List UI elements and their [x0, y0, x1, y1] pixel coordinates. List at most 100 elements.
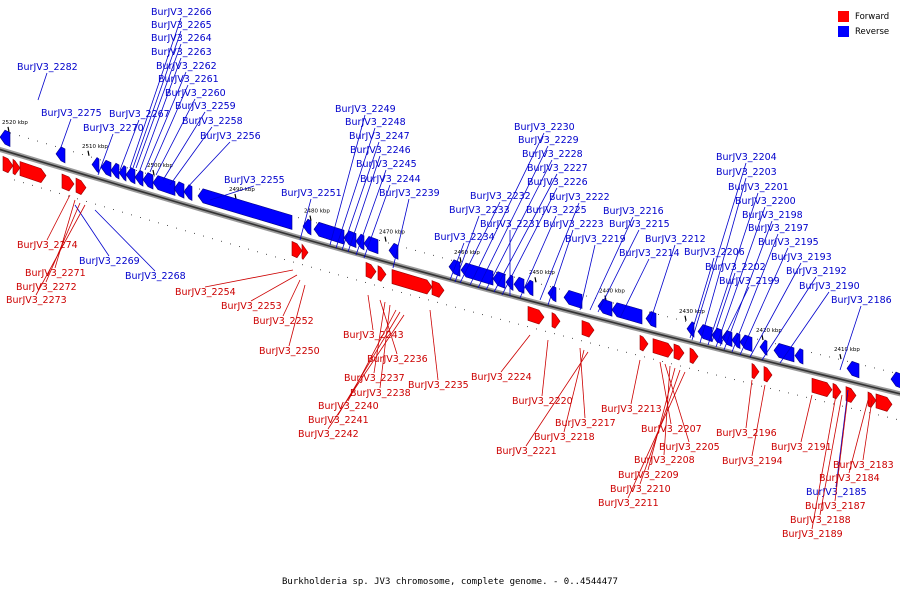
scale-dot — [131, 214, 132, 216]
scale-dot — [563, 335, 564, 337]
forward-gene-label: BurJV3_2242 — [298, 429, 359, 440]
forward-gene-block — [301, 243, 309, 260]
reverse-gene-label-leader — [169, 126, 213, 186]
scale-dot — [482, 314, 483, 316]
forward-gene-label: BurJV3_2189 — [782, 529, 843, 540]
forward-gene-label-leader — [250, 274, 298, 302]
reverse-gene-label-leader — [162, 111, 206, 181]
forward-gene-block — [832, 382, 842, 400]
forward-gene-label: BurJV3_2273 — [6, 295, 67, 306]
tick-label: 2470 kbp — [379, 230, 405, 236]
scale-dot — [158, 222, 159, 224]
reverse-gene-label-leader — [761, 276, 817, 361]
reverse-gene-label-leader — [329, 114, 366, 246]
reverse-gene-block — [794, 348, 804, 365]
forward-gene-block — [2, 155, 14, 174]
reverse-gene-label: BurJV3_2234 — [434, 232, 495, 243]
forward-gene-label-leader — [373, 301, 386, 374]
forward-gene-label-leader — [288, 284, 306, 347]
legend-forward-label: Forward — [855, 11, 890, 22]
scale-dot — [820, 354, 821, 356]
scale-dot — [500, 318, 501, 320]
scale-dot — [419, 296, 420, 298]
scale-dot — [311, 266, 312, 268]
reverse-gene-label-leader — [119, 119, 140, 171]
tick-mark — [384, 236, 387, 242]
forward-gene-label-leader — [525, 351, 589, 447]
forward-gene-label-leader — [647, 367, 676, 471]
scale-dot — [824, 401, 825, 403]
scale-dot — [896, 418, 897, 420]
scale-dot — [320, 269, 321, 271]
reverse-gene-label-leader — [184, 141, 231, 191]
scale-dot — [28, 137, 29, 139]
reverse-gene-label: BurJV3_2249 — [335, 104, 396, 115]
forward-gene-label-leader — [579, 347, 586, 419]
scale-dot — [865, 365, 866, 367]
reverse-gene-label: BurJV3_2255 — [224, 175, 285, 186]
forward-gene-block — [527, 305, 545, 325]
scale-dot — [599, 344, 600, 346]
scale-dot — [32, 184, 33, 186]
reverse-gene-label: BurJV3_2264 — [151, 33, 212, 44]
scale-dot — [707, 372, 708, 374]
forward-gene-label: BurJV3_2207 — [641, 424, 702, 435]
scale-dot — [554, 333, 555, 335]
scale-dot — [46, 143, 47, 145]
scale-dot — [113, 209, 114, 211]
scale-dot — [851, 407, 852, 409]
scale-dot — [887, 416, 888, 418]
reverse-gene-label: BurJV3_2204 — [716, 152, 777, 163]
scale-dot — [779, 390, 780, 392]
reverse-gene-label: BurJV3_2192 — [786, 266, 847, 277]
reverse-gene-label: BurJV3_2265 — [151, 20, 212, 31]
scale-dot — [626, 351, 627, 353]
forward-gene-label-leader — [751, 384, 766, 457]
reverse-gene-label: BurJV3_2203 — [716, 167, 777, 178]
scale-dot — [757, 338, 758, 340]
reverse-gene-label-leader — [347, 155, 381, 253]
forward-gene-block — [581, 320, 595, 338]
forward-gene-label-leader — [834, 394, 849, 502]
scale-dot — [19, 135, 20, 137]
scale-dot — [185, 230, 186, 232]
forward-gene-block — [751, 362, 760, 380]
forward-gene-label: BurJV3_2236 — [367, 354, 428, 365]
scale-dot — [761, 385, 762, 387]
forward-gene-label-leader — [745, 379, 753, 429]
reverse-gene-block — [125, 167, 136, 185]
reverse-gene-label-leader — [597, 229, 640, 313]
scale-dot — [662, 360, 663, 362]
reverse-gene-block — [197, 188, 293, 230]
reverse-gene-label-leader — [97, 133, 114, 176]
reverse-gene-label-leader — [37, 72, 48, 101]
forward-gene-label-leader — [848, 399, 869, 474]
reverse-gene-label: BurJV3_2267 — [109, 109, 170, 120]
scale-dot — [545, 330, 546, 332]
scale-dot — [37, 140, 38, 142]
forward-gene-block — [365, 261, 377, 279]
tick-label: 2410 kbp — [834, 347, 860, 353]
scale-dot — [59, 192, 60, 194]
forward-gene-label-leader — [379, 299, 398, 355]
forward-gene-block — [391, 269, 433, 295]
reverse-gene-label-leader — [129, 17, 182, 169]
reverse-gene-label: BurJV3_2200 — [735, 196, 796, 207]
scale-dot — [433, 254, 434, 256]
reverse-gene-label-leader — [144, 71, 187, 171]
reverse-gene-label-leader — [74, 204, 110, 257]
forward-gene-label: BurJV3_2220 — [512, 396, 573, 407]
scale-dot — [149, 219, 150, 221]
forward-gene-label: BurJV3_2196 — [716, 428, 777, 439]
scale-dot — [833, 403, 834, 405]
forward-gene-block — [75, 177, 87, 195]
reverse-gene-block — [597, 298, 613, 317]
forward-gene-block — [689, 347, 699, 364]
reverse-gene-label-leader — [589, 216, 634, 311]
reverse-gene-label: BurJV3_2206 — [684, 247, 745, 258]
reverse-gene-label-leader — [689, 257, 715, 339]
forward-gene-label-leader — [630, 359, 641, 405]
scale-dot — [154, 175, 155, 177]
forward-gene-label-leader — [35, 204, 86, 296]
forward-gene-label: BurJV3_2254 — [175, 287, 236, 298]
